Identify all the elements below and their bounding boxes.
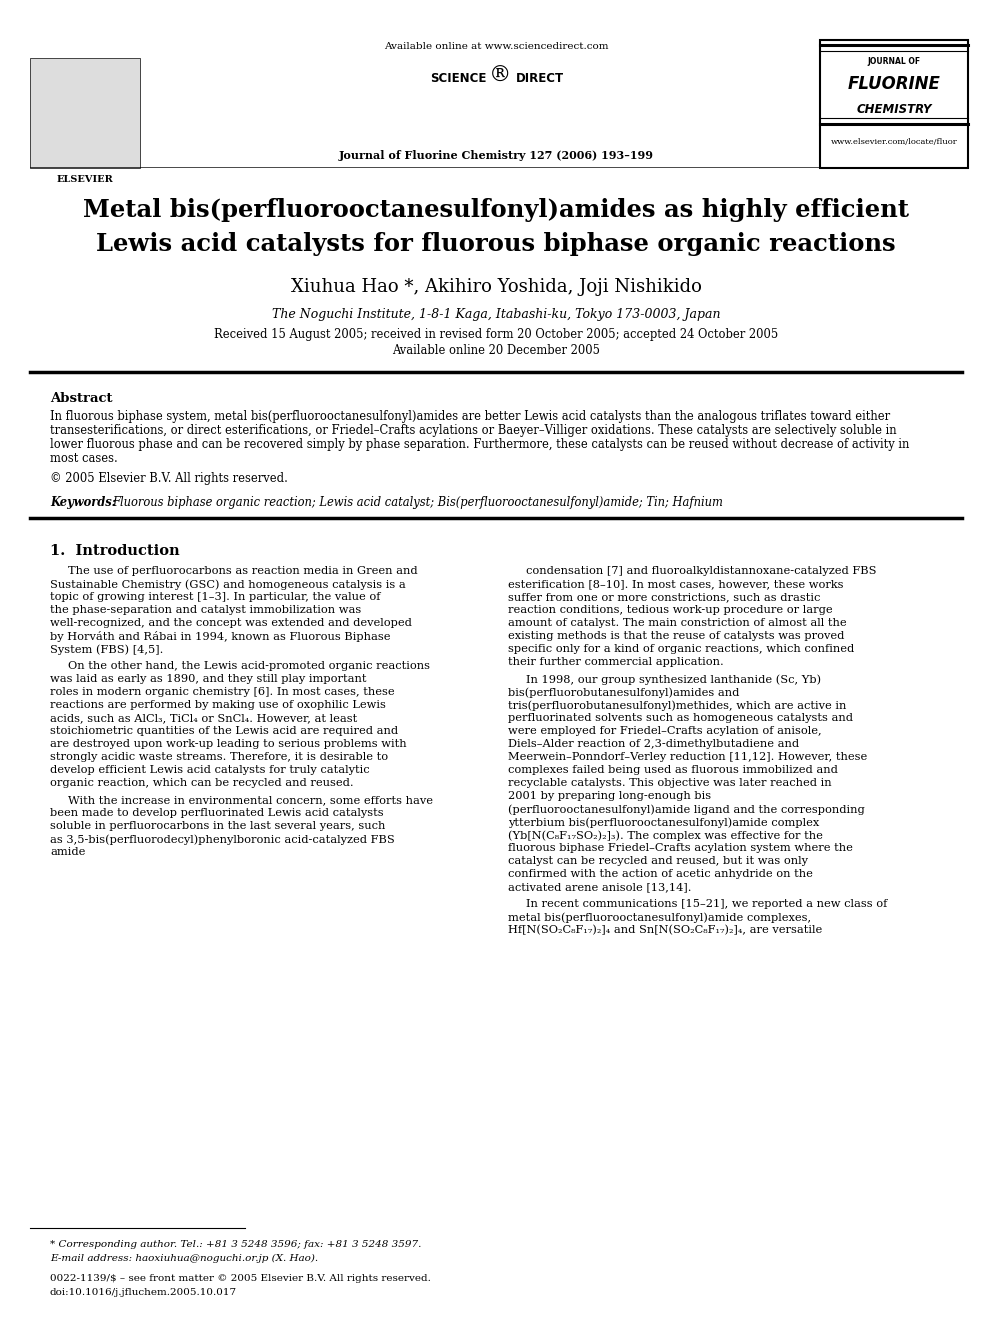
Text: Abstract: Abstract <box>50 392 112 405</box>
Text: On the other hand, the Lewis acid-promoted organic reactions: On the other hand, the Lewis acid-promot… <box>68 662 430 671</box>
Text: reactions are performed by making use of oxophilic Lewis: reactions are performed by making use of… <box>50 700 386 710</box>
Text: recyclable catalysts. This objective was later reached in: recyclable catalysts. This objective was… <box>508 778 831 789</box>
Text: metal bis(perfluorooctanesulfonyl)amide complexes,: metal bis(perfluorooctanesulfonyl)amide … <box>508 912 811 922</box>
Text: develop efficient Lewis acid catalysts for truly catalytic: develop efficient Lewis acid catalysts f… <box>50 765 370 775</box>
Text: strongly acidic waste streams. Therefore, it is desirable to: strongly acidic waste streams. Therefore… <box>50 751 388 762</box>
Text: E-mail address: haoxiuhua@noguchi.or.jp (X. Hao).: E-mail address: haoxiuhua@noguchi.or.jp … <box>50 1254 318 1263</box>
Text: existing methods is that the reuse of catalysts was proved: existing methods is that the reuse of ca… <box>508 631 844 642</box>
Text: Received 15 August 2005; received in revised form 20 October 2005; accepted 24 O: Received 15 August 2005; received in rev… <box>214 328 778 341</box>
Text: The Noguchi Institute, 1-8-1 Kaga, Itabashi-ku, Tokyo 173-0003, Japan: The Noguchi Institute, 1-8-1 Kaga, Itaba… <box>272 308 720 321</box>
Text: www.elsevier.com/locate/fluor: www.elsevier.com/locate/fluor <box>830 138 957 146</box>
Text: In 1998, our group synthesized lanthanide (Sc, Yb): In 1998, our group synthesized lanthanid… <box>526 673 821 684</box>
Text: fluorous biphase Friedel–Crafts acylation system where the: fluorous biphase Friedel–Crafts acylatio… <box>508 843 853 853</box>
Text: 2001 by preparing long-enough bis: 2001 by preparing long-enough bis <box>508 791 711 800</box>
Text: System (FBS) [4,5].: System (FBS) [4,5]. <box>50 644 164 655</box>
Text: Available online 20 December 2005: Available online 20 December 2005 <box>392 344 600 357</box>
Text: Keywords:: Keywords: <box>50 496 116 509</box>
Text: Lewis acid catalysts for fluorous biphase organic reactions: Lewis acid catalysts for fluorous biphas… <box>96 232 896 255</box>
Text: esterification [8–10]. In most cases, however, these works: esterification [8–10]. In most cases, ho… <box>508 579 843 589</box>
Bar <box>30 58 140 168</box>
Text: doi:10.1016/j.jfluchem.2005.10.017: doi:10.1016/j.jfluchem.2005.10.017 <box>50 1289 237 1297</box>
Text: most cases.: most cases. <box>50 452 118 464</box>
Text: With the increase in environmental concern, some efforts have: With the increase in environmental conce… <box>68 795 433 804</box>
Text: The use of perfluorocarbons as reaction media in Green and: The use of perfluorocarbons as reaction … <box>68 566 418 576</box>
Text: JOURNAL OF: JOURNAL OF <box>867 57 921 66</box>
Text: the phase-separation and catalyst immobilization was: the phase-separation and catalyst immobi… <box>50 605 361 615</box>
Text: SCIENCE: SCIENCE <box>430 71 486 85</box>
Text: DIRECT: DIRECT <box>516 71 564 85</box>
Text: Metal bis(perfluorooctanesulfonyl)amides as highly efficient: Metal bis(perfluorooctanesulfonyl)amides… <box>83 198 909 222</box>
Text: transesterifications, or direct esterifications, or Friedel–Crafts acylations or: transesterifications, or direct esterifi… <box>50 423 897 437</box>
Text: perfluorinated solvents such as homogeneous catalysts and: perfluorinated solvents such as homogene… <box>508 713 853 722</box>
Text: Meerwein–Ponndorf–Verley reduction [11,12]. However, these: Meerwein–Ponndorf–Verley reduction [11,1… <box>508 751 867 762</box>
Text: ELSEVIER: ELSEVIER <box>57 175 113 184</box>
Text: catalyst can be recycled and reused, but it was only: catalyst can be recycled and reused, but… <box>508 856 808 867</box>
Text: their further commercial application.: their further commercial application. <box>508 658 724 667</box>
Text: amide: amide <box>50 847 85 857</box>
Text: Hf[N(SO₂C₈F₁₇)₂]₄ and Sn[N(SO₂C₈F₁₇)₂]₄, are versatile: Hf[N(SO₂C₈F₁₇)₂]₄ and Sn[N(SO₂C₈F₁₇)₂]₄,… <box>508 925 822 935</box>
Text: specific only for a kind of organic reactions, which confined: specific only for a kind of organic reac… <box>508 644 854 654</box>
Text: * Corresponding author. Tel.: +81 3 5248 3596; fax: +81 3 5248 3597.: * Corresponding author. Tel.: +81 3 5248… <box>50 1240 422 1249</box>
Text: In fluorous biphase system, metal bis(perfluorooctanesulfonyl)amides are better : In fluorous biphase system, metal bis(pe… <box>50 410 890 423</box>
Text: by Horváth and Rábai in 1994, known as Fluorous Biphase: by Horváth and Rábai in 1994, known as F… <box>50 631 391 642</box>
Text: 1.  Introduction: 1. Introduction <box>50 544 180 558</box>
Text: are destroyed upon work-up leading to serious problems with: are destroyed upon work-up leading to se… <box>50 740 407 749</box>
Text: reaction conditions, tedious work-up procedure or large: reaction conditions, tedious work-up pro… <box>508 605 832 615</box>
Text: Diels–Alder reaction of 2,3-dimethylbutadiene and: Diels–Alder reaction of 2,3-dimethylbuta… <box>508 740 800 749</box>
Text: complexes failed being used as fluorous immobilized and: complexes failed being used as fluorous … <box>508 765 838 775</box>
Text: (Yb[N(C₈F₁₇SO₂)₂]₃). The complex was effective for the: (Yb[N(C₈F₁₇SO₂)₂]₃). The complex was eff… <box>508 830 823 840</box>
Text: Available online at www.sciencedirect.com: Available online at www.sciencedirect.co… <box>384 42 608 52</box>
Text: were employed for Friedel–Crafts acylation of anisole,: were employed for Friedel–Crafts acylati… <box>508 726 821 736</box>
Text: In recent communications [15–21], we reported a new class of: In recent communications [15–21], we rep… <box>526 900 888 909</box>
Text: (perfluorooctanesulfonyl)amide ligand and the corresponding: (perfluorooctanesulfonyl)amide ligand an… <box>508 804 865 815</box>
Text: Journal of Fluorine Chemistry 127 (2006) 193–199: Journal of Fluorine Chemistry 127 (2006)… <box>338 149 654 161</box>
Text: confirmed with the action of acetic anhydride on the: confirmed with the action of acetic anhy… <box>508 869 812 878</box>
Text: activated arene anisole [13,14].: activated arene anisole [13,14]. <box>508 882 691 892</box>
Text: © 2005 Elsevier B.V. All rights reserved.: © 2005 Elsevier B.V. All rights reserved… <box>50 472 288 486</box>
Text: topic of growing interest [1–3]. In particular, the value of: topic of growing interest [1–3]. In part… <box>50 591 381 602</box>
Text: organic reaction, which can be recycled and reused.: organic reaction, which can be recycled … <box>50 778 353 789</box>
Text: been made to develop perfluorinated Lewis acid catalysts: been made to develop perfluorinated Lewi… <box>50 808 384 818</box>
Text: Xiuhua Hao *, Akihiro Yoshida, Joji Nishikido: Xiuhua Hao *, Akihiro Yoshida, Joji Nish… <box>291 278 701 296</box>
Text: soluble in perfluorocarbons in the last several years, such: soluble in perfluorocarbons in the last … <box>50 822 385 831</box>
Bar <box>820 40 968 168</box>
Text: acids, such as AlCl₃, TiCl₄ or SnCl₄. However, at least: acids, such as AlCl₃, TiCl₄ or SnCl₄. Ho… <box>50 713 357 722</box>
Text: Fluorous biphase organic reaction; Lewis acid catalyst; Bis(perfluorooctanesulfo: Fluorous biphase organic reaction; Lewis… <box>112 496 723 509</box>
Text: tris(perfluorobutanesulfonyl)methides, which are active in: tris(perfluorobutanesulfonyl)methides, w… <box>508 700 846 710</box>
Text: 0022-1139/$ – see front matter © 2005 Elsevier B.V. All rights reserved.: 0022-1139/$ – see front matter © 2005 El… <box>50 1274 431 1283</box>
Text: FLUORINE: FLUORINE <box>847 75 940 93</box>
Text: amount of catalyst. The main constriction of almost all the: amount of catalyst. The main constrictio… <box>508 618 846 628</box>
Text: lower fluorous phase and can be recovered simply by phase separation. Furthermor: lower fluorous phase and can be recovere… <box>50 438 910 451</box>
Text: was laid as early as 1890, and they still play important: was laid as early as 1890, and they stil… <box>50 673 366 684</box>
Text: condensation [7] and fluoroalkyldistannoxane-catalyzed FBS: condensation [7] and fluoroalkyldistanno… <box>526 566 877 576</box>
Text: stoichiometric quantities of the Lewis acid are required and: stoichiometric quantities of the Lewis a… <box>50 726 398 736</box>
Text: roles in modern organic chemistry [6]. In most cases, these: roles in modern organic chemistry [6]. I… <box>50 687 395 697</box>
Text: as 3,5-bis(perfluorodecyl)phenylboronic acid-catalyzed FBS: as 3,5-bis(perfluorodecyl)phenylboronic … <box>50 833 395 844</box>
Text: Sustainable Chemistry (GSC) and homogeneous catalysis is a: Sustainable Chemistry (GSC) and homogene… <box>50 579 406 590</box>
Text: ytterbium bis(perfluorooctanesulfonyl)amide complex: ytterbium bis(perfluorooctanesulfonyl)am… <box>508 818 819 828</box>
Text: well-recognized, and the concept was extended and developed: well-recognized, and the concept was ext… <box>50 618 412 628</box>
Text: suffer from one or more constrictions, such as drastic: suffer from one or more constrictions, s… <box>508 591 820 602</box>
Text: bis(perfluorobutanesulfonyl)amides and: bis(perfluorobutanesulfonyl)amides and <box>508 687 739 697</box>
Text: CHEMISTRY: CHEMISTRY <box>856 103 931 116</box>
Text: ®: ® <box>489 65 511 87</box>
